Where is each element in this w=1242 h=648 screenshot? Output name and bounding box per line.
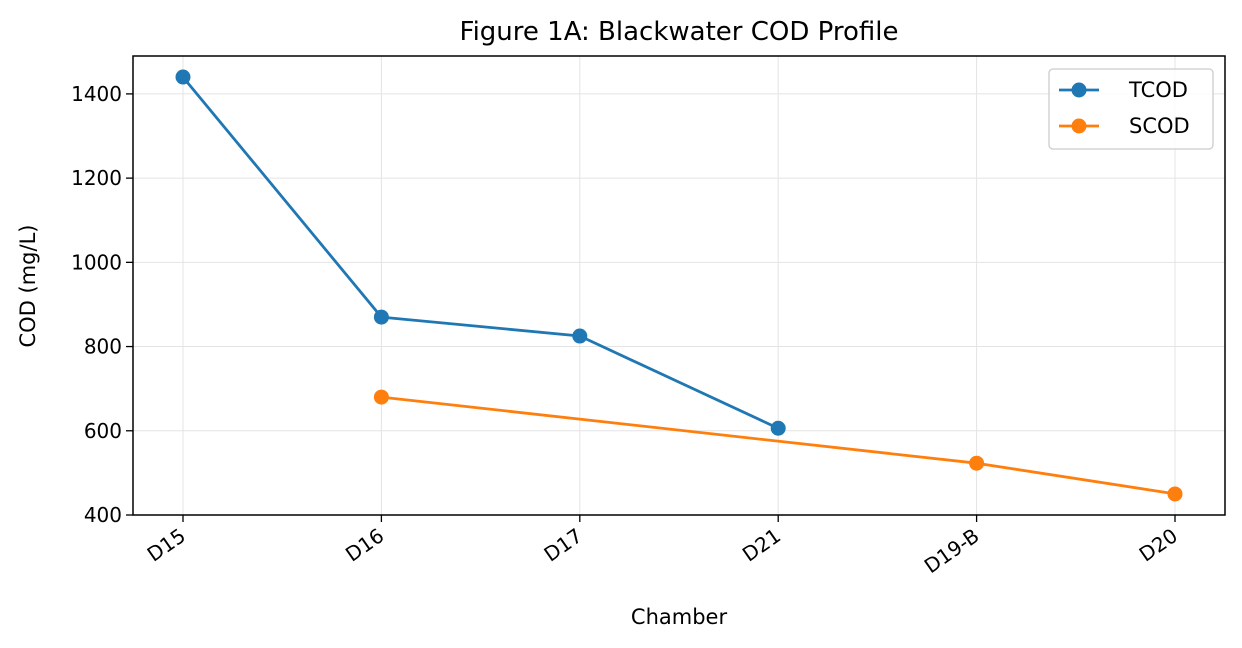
y-tick-label: 1200: [71, 166, 122, 190]
legend: TCOD SCOD: [1048, 68, 1214, 150]
axes: D15 D16 D17 D21 D19-B D20 400 600 800 1000 1200 140…: [71, 82, 1182, 578]
legend-marker-scod: [1071, 118, 1087, 134]
data-point-scod: [969, 455, 985, 471]
data-point-tcod: [175, 69, 191, 85]
y-axis-label: COD (mg/L): [16, 225, 40, 348]
x-tick-label: D20: [1135, 523, 1182, 566]
series-line-tcod: [181, 76, 779, 430]
legend-marker-tcod: [1071, 82, 1087, 98]
data-point-tcod: [373, 309, 389, 325]
data-point-scod: [373, 389, 389, 405]
data-point-tcod: [572, 328, 588, 344]
series-layer: [175, 69, 1183, 502]
y-tick-label: 600: [84, 419, 122, 443]
data-point-scod: [1167, 486, 1183, 502]
x-tick-label: D21: [738, 523, 785, 566]
chart-title: Figure 1A: Blackwater COD Profile: [460, 17, 899, 47]
plot-frame: [132, 55, 1226, 516]
data-point-tcod: [770, 420, 786, 436]
legend-label-scod: SCOD: [1129, 114, 1190, 138]
x-tick-label: D16: [341, 523, 388, 566]
y-tick-label: 1000: [71, 250, 122, 274]
x-tick-label: D17: [539, 523, 586, 566]
legend-label-tcod: TCOD: [1128, 78, 1188, 102]
x-axis-label: Chamber: [631, 605, 728, 629]
y-tick-label: 400: [84, 503, 122, 527]
x-tick-label: D19-B: [920, 523, 984, 578]
x-tick-label: D15: [143, 523, 190, 566]
y-tick-label: 1400: [71, 82, 122, 106]
y-tick-label: 800: [84, 335, 122, 359]
